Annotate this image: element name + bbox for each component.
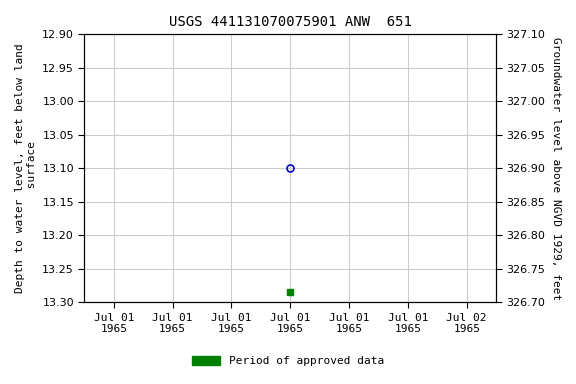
Title: USGS 441131070075901 ANW  651: USGS 441131070075901 ANW 651 xyxy=(169,15,412,29)
Y-axis label: Groundwater level above NGVD 1929, feet: Groundwater level above NGVD 1929, feet xyxy=(551,37,561,300)
Y-axis label: Depth to water level, feet below land
 surface: Depth to water level, feet below land su… xyxy=(15,43,37,293)
Legend: Period of approved data: Period of approved data xyxy=(188,352,388,371)
